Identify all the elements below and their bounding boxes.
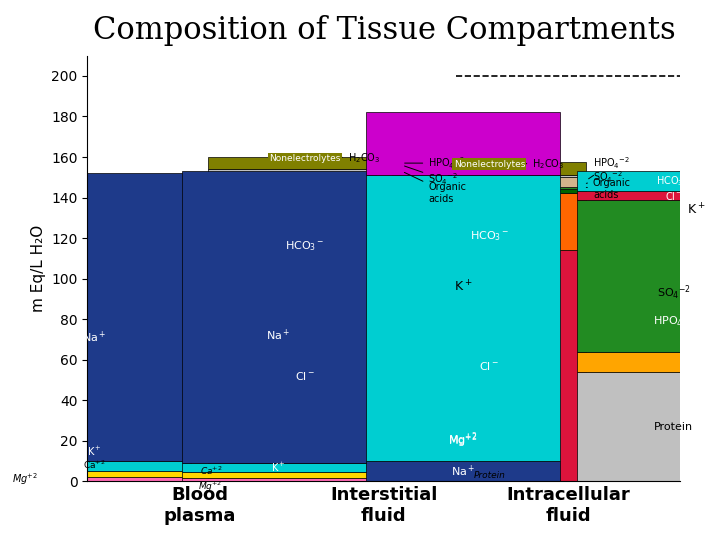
Bar	[181, 472, 376, 478]
Bar	[577, 352, 720, 372]
Text: K$^+$: K$^+$	[687, 202, 706, 218]
Text: SO$_4$$^{-2}$: SO$_4$$^{-2}$	[405, 166, 458, 187]
Bar	[392, 174, 586, 177]
Text: K$^+$: K$^+$	[454, 279, 472, 294]
Text: H$_2$CO$_3$: H$_2$CO$_3$	[0, 539, 1, 540]
Text: HPO$_4$$^{-2}$: HPO$_4$$^{-2}$	[589, 156, 630, 179]
Text: Cl$^-$: Cl$^-$	[0, 539, 1, 540]
Bar	[392, 187, 586, 189]
Text: HPO$_4$$^{-2}$: HPO$_4$$^{-2}$	[653, 312, 695, 330]
Text: Na$^+$: Na$^+$	[451, 463, 475, 479]
Bar	[366, 461, 560, 481]
Y-axis label: m Eq/L H₂O: m Eq/L H₂O	[31, 225, 45, 312]
Text: Cl$^-$: Cl$^-$	[665, 190, 683, 201]
Bar	[208, 169, 402, 201]
Bar	[181, 478, 376, 481]
Text: HCO$_3$$^-$: HCO$_3$$^-$	[657, 174, 691, 188]
Text: HCO$_3$$^-$: HCO$_3$$^-$	[0, 539, 1, 540]
Bar	[392, 189, 586, 193]
Text: Cl$^-$: Cl$^-$	[294, 370, 315, 382]
Text: Nonelectrolytes: Nonelectrolytes	[454, 160, 525, 168]
Bar	[181, 463, 376, 472]
Text: Mg$^{+2}$: Mg$^{+2}$	[449, 430, 477, 449]
Bar	[392, 163, 586, 174]
Text: Protein: Protein	[654, 422, 693, 431]
Text: Organic
acids: Organic acids	[405, 172, 467, 204]
Text: HPO$_4$$^{-2}$: HPO$_4$$^{-2}$	[405, 156, 465, 171]
Bar	[577, 192, 720, 200]
Text: Nonelectrolytes: Nonelectrolytes	[269, 154, 341, 163]
Bar	[181, 171, 376, 463]
Bar	[366, 176, 560, 461]
Bar	[0, 477, 191, 481]
Text: Na$^+$: Na$^+$	[266, 328, 291, 343]
Bar	[577, 200, 720, 352]
Bar	[0, 471, 191, 477]
Text: Mg$^{+2}$: Mg$^{+2}$	[449, 431, 477, 450]
Text: Cl$^-$: Cl$^-$	[480, 360, 500, 372]
Bar	[0, 173, 191, 461]
Bar	[208, 273, 402, 481]
Bar	[208, 218, 402, 273]
Text: Organic
acids: Organic acids	[586, 178, 631, 200]
Bar	[577, 372, 720, 481]
Bar	[208, 157, 402, 169]
Text: K$^+$: K$^+$	[271, 461, 286, 474]
Text: K$^+$: K$^+$	[86, 446, 102, 458]
Bar	[0, 461, 191, 471]
Title: Composition of Tissue Compartments: Composition of Tissue Compartments	[93, 15, 675, 46]
Text: HCO$_3$$^-$: HCO$_3$$^-$	[285, 239, 325, 253]
Bar	[392, 250, 586, 481]
Text: Protein: Protein	[474, 471, 505, 480]
Bar	[366, 112, 560, 176]
Text: H$_2$CO$_3$: H$_2$CO$_3$	[499, 158, 564, 171]
Bar	[208, 214, 402, 218]
Text: Ca$^{+2}$: Ca$^{+2}$	[83, 459, 105, 471]
Bar	[208, 201, 402, 212]
Text: HCO$_3$$^-$: HCO$_3$$^-$	[469, 229, 509, 243]
Text: Na$^+$: Na$^+$	[82, 330, 107, 345]
Bar	[392, 177, 586, 187]
Bar	[392, 193, 586, 250]
Bar	[577, 171, 720, 192]
Bar	[208, 212, 402, 214]
Text: H$_2$CO$_3$: H$_2$CO$_3$	[314, 151, 380, 165]
Text: Ca$^{+2}$
Mg$^{+2}$: Ca$^{+2}$ Mg$^{+2}$	[198, 465, 222, 494]
Text: SO$_4$$^{-2}$: SO$_4$$^{-2}$	[586, 170, 623, 185]
Text: Mg$^{+2}$: Mg$^{+2}$	[12, 471, 38, 487]
Text: SO$_4$$^{-2}$: SO$_4$$^{-2}$	[657, 284, 690, 302]
